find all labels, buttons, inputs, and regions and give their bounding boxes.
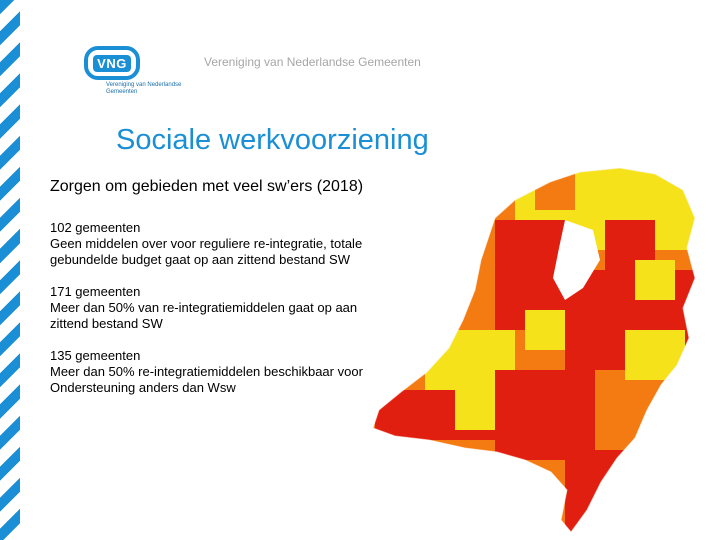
- map-regions: [373, 168, 695, 532]
- ijsselmeer-lake: [553, 220, 600, 300]
- info-block-heading: 171 gemeenten: [50, 284, 141, 299]
- info-block: 102 gemeenten Geen middelen over voor re…: [50, 220, 395, 268]
- info-blocks: 102 gemeenten Geen middelen over voor re…: [50, 220, 395, 412]
- logo-tagline: Vereniging van Nederlandse Gemeenten: [106, 82, 182, 95]
- page-title: Sociale werkvoorziening: [116, 124, 429, 156]
- map-outline: [372, 167, 696, 533]
- page-subtitle: Zorgen om gebieden met veel sw’ers (2018…: [50, 178, 364, 195]
- vng-logo: VNG Vereniging van Nederlandse Gemeenten: [84, 46, 184, 96]
- logo-badge-text: VNG: [93, 54, 131, 72]
- info-block-body: Meer dan 50% re-integratiemiddelen besch…: [50, 364, 363, 395]
- decorative-stripe: [0, 0, 20, 540]
- netherlands-municipality-map: [372, 167, 696, 533]
- info-block-body: Geen middelen over voor reguliere re-int…: [50, 236, 363, 267]
- info-block-body: Meer dan 50% van re-integratiemiddelen g…: [50, 300, 358, 331]
- info-block: 171 gemeenten Meer dan 50% van re-integr…: [50, 284, 395, 332]
- info-block: 135 gemeenten Meer dan 50% re-integratie…: [50, 348, 395, 396]
- logo-badge: VNG: [84, 46, 140, 80]
- info-block-heading: 135 gemeenten: [50, 348, 141, 363]
- info-block-heading: 102 gemeenten: [50, 220, 141, 235]
- header-org-name: Vereniging van Nederlandse Gemeenten: [204, 55, 421, 69]
